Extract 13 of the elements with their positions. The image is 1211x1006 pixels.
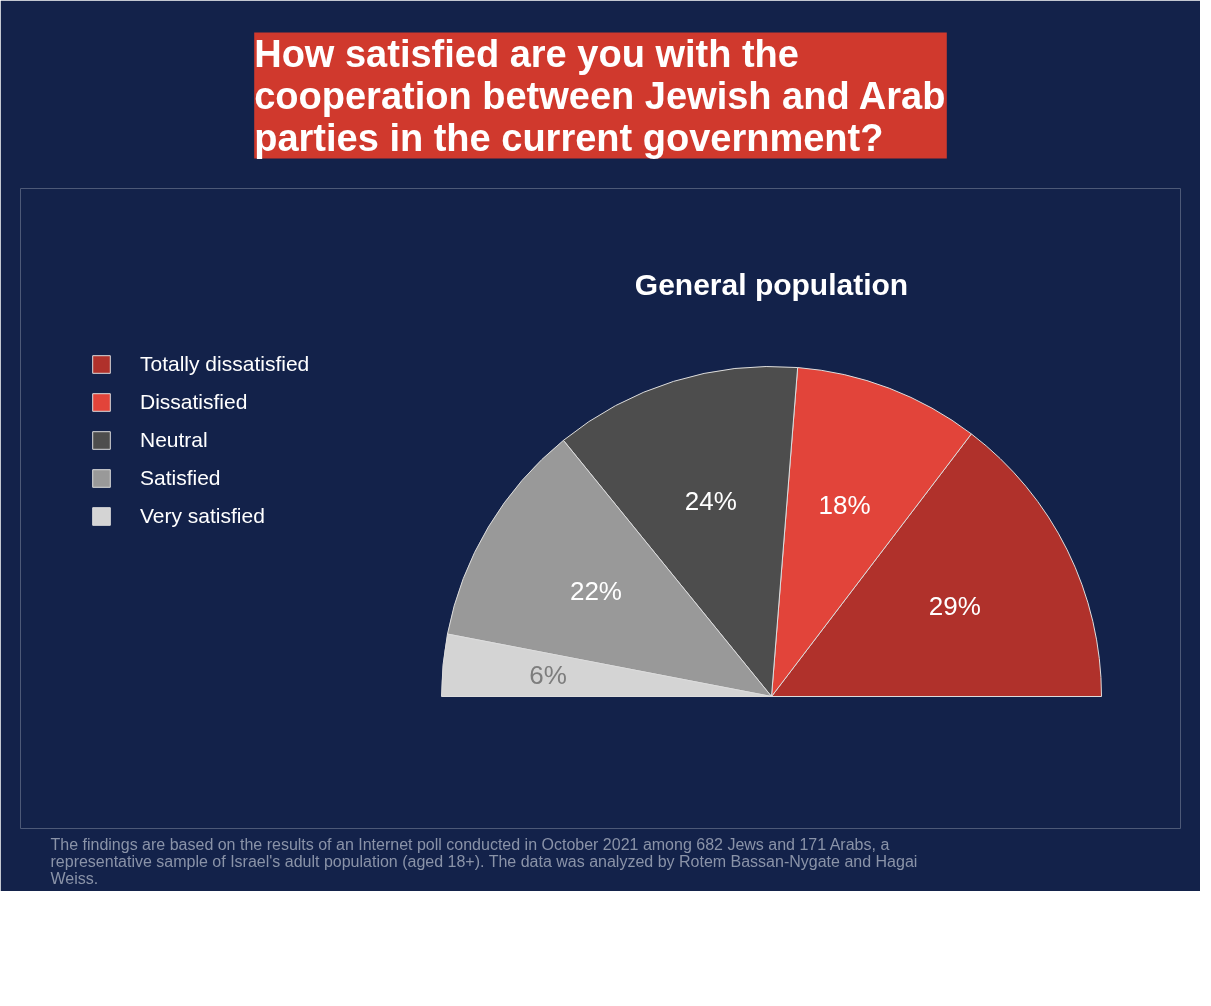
legend-label: Neutral xyxy=(140,428,208,452)
text: The findings are based on the results of an Internet poll conducted in October 2021 among 682 Jews and 171 Arabs, a representative sample of Israel's adult population (aged 18+). The data was analyzed by Rotem Bassan-Nygate and Hagai Weiss. xyxy=(50,835,918,887)
chart-subtitle: General population xyxy=(634,267,909,301)
data-label: 22% xyxy=(569,576,622,607)
legend-label: Dissatisfied xyxy=(140,390,248,414)
data-label: 24% xyxy=(684,486,737,517)
data-label: 18% xyxy=(818,490,871,521)
legend-label: Totally dissatisfied xyxy=(140,352,310,376)
data-label: 6% xyxy=(529,660,567,691)
chart-title: How satisfied are you with the cooperation between Jewish and Arab parties in the current government? xyxy=(254,32,946,159)
legend-label: Satisfied xyxy=(140,466,221,490)
legend-label: Very satisfied xyxy=(140,504,265,528)
data-label: 29% xyxy=(928,590,981,621)
